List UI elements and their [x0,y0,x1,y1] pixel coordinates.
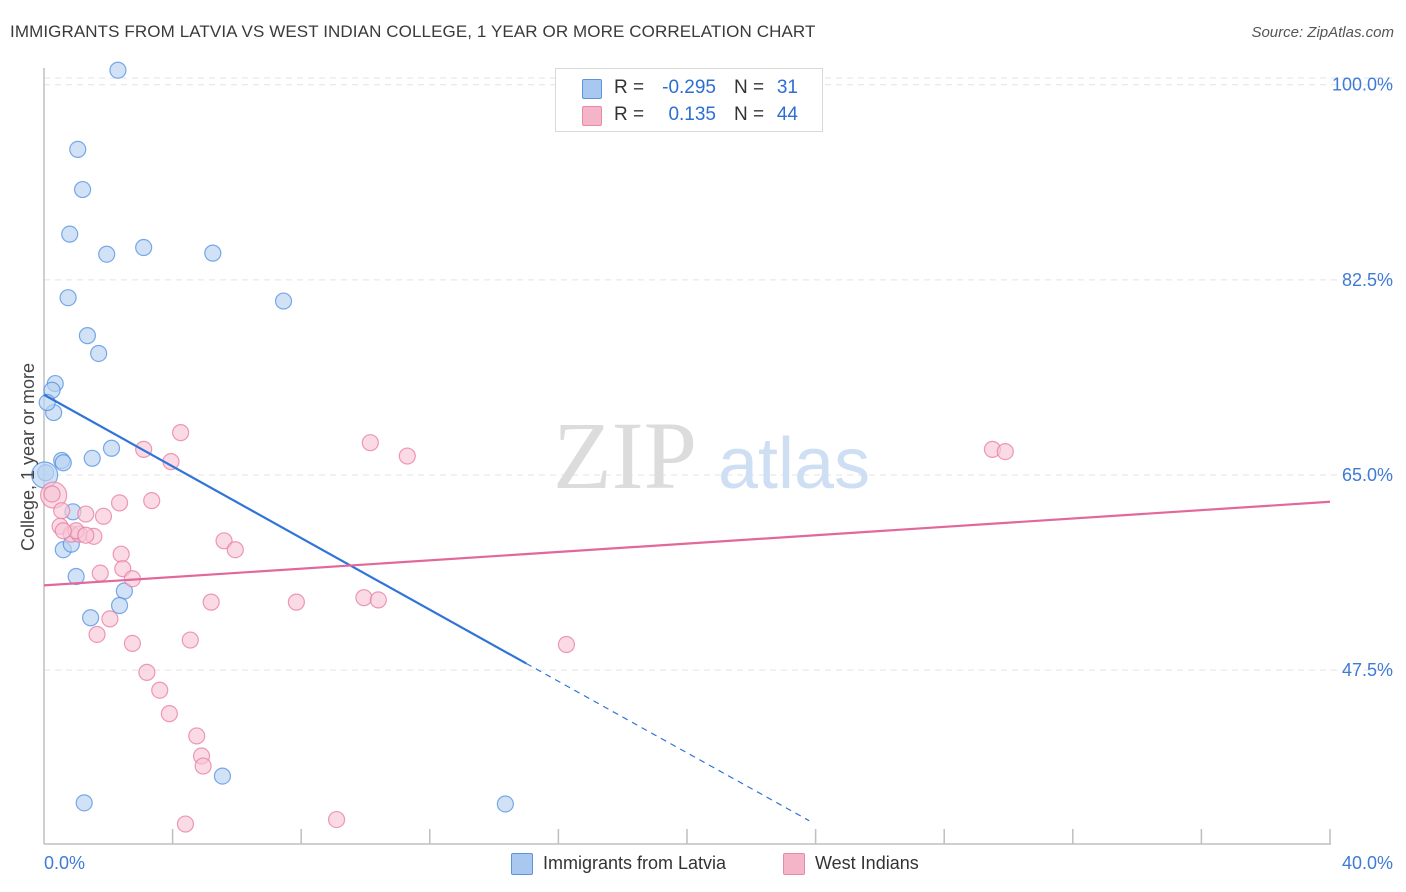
point-west-indians [138,663,156,681]
trend-line-latvia [43,393,527,665]
point-west-indians [355,589,373,607]
point-west-indians [143,492,161,510]
point-west-indians [361,434,379,452]
point-latvia [69,140,87,159]
point-west-indians [202,593,220,611]
point-west-indians [369,591,387,609]
point-west-indians [112,545,130,563]
n-value: 31 [776,77,798,98]
point-west-indians [110,494,129,512]
legend-swatch-latvia [511,853,533,875]
point-latvia [59,289,77,307]
point-west-indians [398,447,416,465]
point-west-indians [327,810,346,829]
point-latvia [102,439,121,457]
point-west-indians [194,757,212,775]
data-points [31,61,1014,833]
point-latvia [90,344,108,363]
r-value: 0.135 [668,104,716,125]
point-latvia [110,596,129,615]
point-west-indians [53,502,71,520]
point-latvia [73,180,92,199]
point-latvia [109,61,127,79]
grid [44,77,1395,671]
point-latvia [496,795,514,813]
point-west-indians [215,532,233,550]
stats-box: R = -0.295 N = 31 R = 0.135 N = 44 [555,68,823,132]
point-west-indians [996,442,1014,461]
stats-row-west-indians: R = 0.135 N = 44 [556,101,822,127]
stats-swatch-latvia [582,79,602,99]
point-west-indians [172,424,190,442]
point-west-indians [188,727,206,745]
point-west-indians [101,610,119,628]
point-latvia [61,225,79,243]
y-tick-label: 82.5% [1342,270,1393,290]
point-latvia [204,244,222,262]
point-west-indians [557,635,576,654]
point-latvia [213,767,232,785]
n-label: N = [734,104,765,125]
point-west-indians [123,634,142,652]
r-label: R = [614,77,645,98]
y-tick-label: 100.0% [1332,75,1393,95]
watermark: ZIP atlas [553,402,870,509]
point-latvia [274,292,293,310]
point-latvia [67,567,85,586]
point-latvia [135,238,153,257]
point-west-indians [77,505,95,523]
point-west-indians [160,705,178,723]
legend-swatch-west-indians [783,853,805,875]
y-tick-label: 47.5% [1342,660,1393,680]
r-value: -0.295 [662,77,716,98]
trend-line-west-indians [43,500,1331,587]
legend-label-west-indians: West Indians [815,853,919,873]
point-latvia [82,609,100,627]
point-west-indians [151,681,169,699]
tick-labels: 47.5% 65.0% 82.5% 100.0% 0.0% 40.0% [44,75,1393,873]
source-label: Source: ZipAtlas.com [1251,24,1394,41]
point-west-indians [43,485,61,503]
point-latvia [98,245,116,263]
point-west-indians [181,631,199,649]
watermark-atlas: atlas [718,424,870,504]
r-label: R = [614,104,645,125]
point-latvia [75,794,93,812]
stats-swatch-west-indians [582,106,602,126]
n-value: 44 [776,104,798,125]
point-latvia [78,327,97,345]
point-latvia [83,449,101,467]
y-tick-label: 65.0% [1342,465,1393,485]
x-tick-label: 40.0% [1342,853,1393,873]
point-west-indians [287,593,305,611]
point-west-indians [88,625,106,644]
watermark-zip: ZIP [553,402,697,509]
point-west-indians [54,522,72,540]
point-west-indians [77,526,95,544]
point-west-indians [176,815,195,833]
x-tick-label: 0.0% [44,853,85,873]
trend-line-latvia-dashed [525,662,810,822]
y-axis-label: College, 1 year or more [18,363,38,551]
axes [43,68,1331,845]
point-west-indians [226,541,244,559]
chart-title: IMMIGRANTS FROM LATVIA VS WEST INDIAN CO… [10,22,816,41]
n-label: N = [734,77,765,98]
point-west-indians [94,507,113,525]
point-west-indians [91,564,109,582]
legend-label-latvia: Immigrants from Latvia [543,853,727,873]
point-latvia [54,454,72,472]
trend-lines [43,393,1331,822]
stats-row-latvia: R = -0.295 N = 31 [556,74,822,100]
